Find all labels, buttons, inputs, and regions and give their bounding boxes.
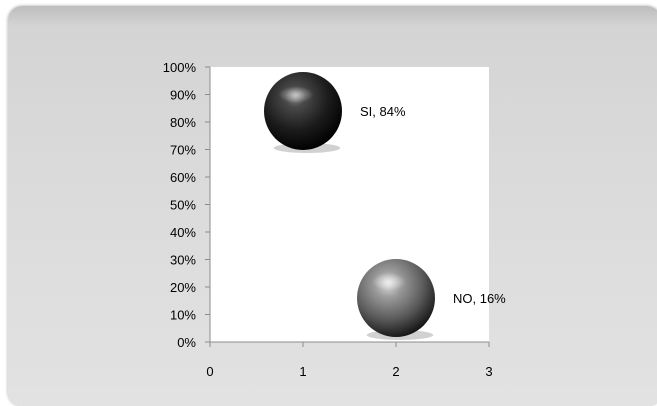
x-tick-label: 2: [392, 364, 399, 379]
y-tick-label: 70%: [170, 143, 196, 158]
y-tick-label: 0%: [177, 335, 196, 350]
y-tick-label: 50%: [170, 198, 196, 213]
bubble-chart: 0% 10% 20% 30% 40% 50% 60% 70% 80% 90% 100% 0 1 2 3 S…: [163, 60, 506, 379]
x-tick-label: 0: [206, 364, 213, 379]
data-label: SI, 84%: [360, 104, 406, 119]
data-point: NO, 16%: [357, 259, 506, 340]
x-axis: 0 1 2 3: [206, 341, 493, 379]
bubble: [357, 259, 435, 337]
y-tick-label: 30%: [170, 253, 196, 268]
y-tick-label: 60%: [170, 170, 196, 185]
data-point: SI, 84%: [264, 72, 406, 153]
y-axis: 0% 10% 20% 30% 40% 50% 60% 70% 80% 90% 100%: [163, 60, 211, 350]
bubble-highlight: [278, 86, 314, 104]
x-tick-label: 1: [299, 364, 306, 379]
data-points: SI, 84% NO, 16%: [264, 72, 506, 340]
y-tick-label: 90%: [170, 88, 196, 103]
bubble-highlight: [371, 273, 407, 291]
data-label: NO, 16%: [453, 291, 506, 306]
y-tick-label: 40%: [170, 225, 196, 240]
y-tick-label: 100%: [163, 60, 197, 75]
y-tick-label: 80%: [170, 115, 196, 130]
y-tick-label: 20%: [170, 280, 196, 295]
y-tick-label: 10%: [170, 308, 196, 323]
plot-area: [210, 67, 489, 342]
x-tick-label: 3: [485, 364, 492, 379]
bubble: [264, 72, 342, 150]
